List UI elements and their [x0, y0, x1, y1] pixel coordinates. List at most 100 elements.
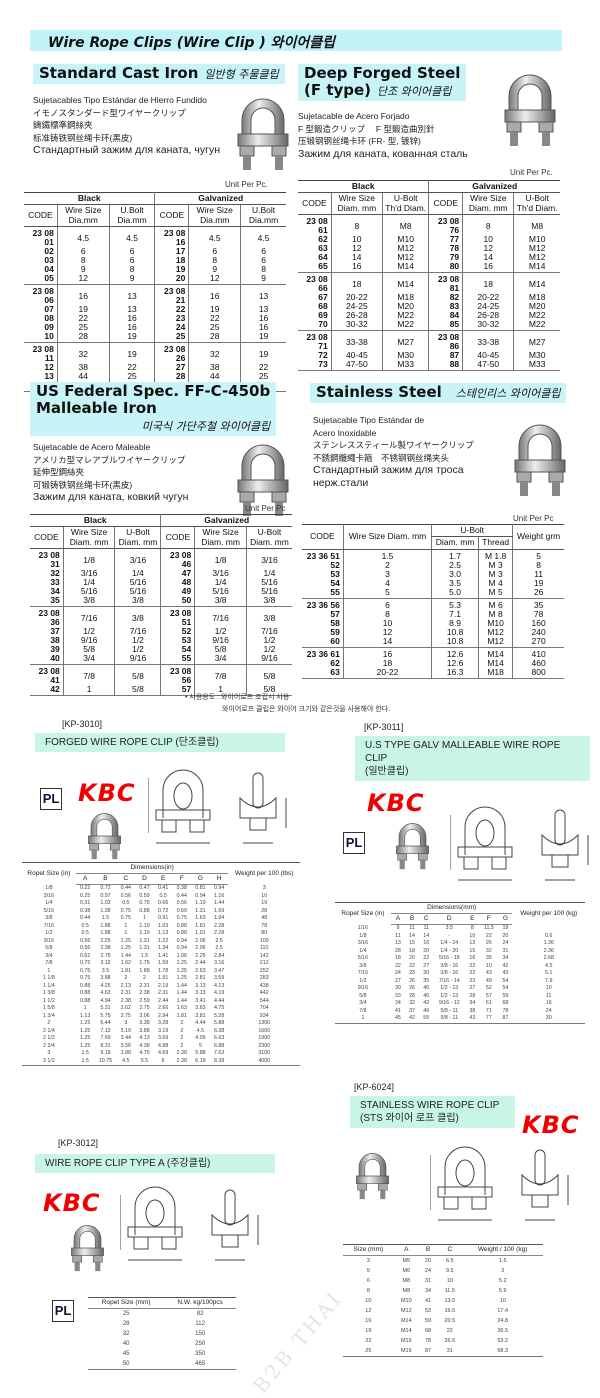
group-header: Galvanized — [428, 180, 560, 194]
value-cell: 1.25 — [79, 1035, 91, 1041]
value-cell: 3.81 — [195, 1012, 206, 1019]
value-cell: 0.88 — [79, 990, 91, 996]
value-cell: 31 — [502, 947, 509, 954]
code-cell: 34 — [50, 586, 60, 597]
code-cell: 64 — [318, 252, 328, 263]
code-cell: 20 — [154, 274, 189, 286]
value-cell: M12 — [513, 253, 560, 263]
value-cell: 77 — [485, 1015, 492, 1021]
value-cell: 22 — [56, 314, 110, 324]
value-cell: 1.25 — [79, 1027, 91, 1034]
value-cell: 1.31 — [139, 945, 150, 951]
code-cell: 55 — [160, 654, 195, 666]
value-cell: M30 — [381, 351, 429, 361]
code-cell: 23 08 31 — [38, 550, 60, 570]
value-cell: 22 — [188, 314, 241, 324]
code-cell: 70 — [298, 320, 332, 332]
group-header: Dimensions(mm) — [427, 904, 477, 911]
value-cell: 0.75 — [176, 915, 187, 921]
value-cell: 5.3 — [431, 598, 479, 610]
value-cell: 26 — [409, 985, 416, 991]
value-cell: 24 — [545, 1007, 552, 1014]
column-header: F — [172, 873, 192, 885]
clip-photo — [390, 820, 435, 877]
value-cell: 23 — [469, 977, 476, 984]
value-cell: 3/8 - 16 — [440, 962, 459, 969]
table-row: 72 40-45 M30 87 40-45 M30 — [298, 351, 560, 361]
code-cell: 77 — [428, 235, 463, 245]
column-header: Wire Size Dia.mm — [56, 204, 110, 228]
value-cell: 800 — [512, 668, 564, 679]
column-header: Wire Size Diam. mm — [462, 192, 514, 216]
value-cell: 6 — [161, 1057, 165, 1064]
table-row: 5/16 0.38 1.38 0.75 0.88 0.72 0.69 1.31 1.69 28 — [22, 908, 300, 916]
value-cell: 2.38 — [139, 990, 150, 996]
value-cell: M 6 — [478, 598, 513, 610]
value-cell: 0.91 — [157, 915, 169, 921]
kbc-logo: KBC — [78, 779, 136, 807]
code-cell: 23 36 56 — [306, 599, 340, 610]
value-cell: 41 — [424, 1298, 432, 1304]
value-cell: 19 — [108, 332, 155, 344]
value-cell: 1.13 — [79, 1012, 91, 1019]
value-cell: 0.56 — [120, 892, 131, 899]
value-cell: 12 — [342, 627, 432, 637]
value-cell: M22 — [381, 311, 429, 321]
value-cell: 14 — [423, 932, 430, 939]
value-cell: 0.31 — [79, 900, 91, 906]
value-cell: 5/8 — [245, 664, 292, 686]
value-cell: M14 — [381, 262, 429, 274]
value-cell: 3/8 — [194, 596, 247, 608]
value-cell: 6.63 — [213, 1035, 225, 1041]
value-cell: 1300 — [258, 1020, 271, 1026]
value-cell: M12 — [513, 244, 560, 254]
value-cell: M18 — [478, 668, 513, 679]
value-cell: 3/8 - 16 — [440, 970, 459, 976]
value-cell: 8 — [240, 265, 286, 275]
column-header: CODE — [30, 526, 64, 550]
value-cell: 3.47 — [213, 967, 225, 974]
table-row: 10 28 19 25 28 19 — [24, 332, 286, 344]
value-cell: 44 — [56, 372, 110, 382]
value-cell: 18 — [330, 272, 383, 294]
value-cell: 0.88 — [79, 997, 91, 1004]
value-cell: 4.63 — [100, 990, 111, 996]
size-cell: 3/8 — [359, 962, 367, 969]
value-cell: 19 — [108, 342, 155, 364]
table-row: 62 10 M10 77 10 M10 — [298, 235, 560, 245]
size-cell: 1 1/4 — [43, 982, 55, 989]
code-cell: 80 — [428, 262, 463, 274]
value-cell: 3.16 — [213, 960, 225, 966]
value-cell: 1.88 — [100, 930, 111, 936]
unit-label: Unit Per Pc. — [225, 180, 268, 189]
value-cell: 3/8 — [62, 596, 115, 608]
table-row: 53 3 3.0 M 3 11 — [302, 569, 564, 579]
value-cell: M12 — [478, 627, 513, 637]
description-deep-forged: Sujetacable de Acero Forjado F 型鍛造クリップ F … — [298, 110, 488, 161]
value-cell: 48 — [261, 915, 268, 921]
table-row: 7/8 41 37 46 5/8 - 11 38 71 78 24 — [335, 1008, 585, 1016]
value-cell: 6 — [342, 598, 432, 610]
value-cell: 3.13 — [195, 990, 206, 996]
value-cell: 10 — [330, 235, 383, 245]
value-cell: 2.38 — [100, 945, 111, 951]
column-header: C — [437, 1244, 463, 1256]
section-title-ko: 스테인리스 와이어클립 — [455, 387, 561, 400]
value-cell: 22 — [485, 932, 492, 939]
value-cell: 3.63 — [195, 1005, 206, 1011]
code-cell: 23 08 61 — [306, 216, 328, 236]
table-row: 40 3/4 9/16 55 3/4 9/16 — [30, 654, 292, 666]
value-cell: M12 — [400, 1308, 412, 1314]
table-row: 23 08 71 33-38 M27 23 08 86 33-38 M27 — [298, 330, 560, 352]
value-cell: 3/16 — [245, 548, 292, 570]
value-cell: 1/4 - 20 — [440, 947, 459, 954]
value-cell: 15 — [409, 940, 416, 946]
value-cell: 24 — [502, 940, 509, 946]
value-cell: 32 — [409, 1000, 416, 1006]
value-cell: 0.94 — [176, 945, 187, 951]
section-title: US Federal Spec. FF-C-450b — [36, 382, 271, 400]
table-row: 40 250 — [88, 1339, 236, 1349]
value-cell: 3/8 — [245, 606, 292, 628]
value-cell: 4.38 — [139, 1042, 150, 1049]
value-cell: 19 — [261, 900, 268, 906]
